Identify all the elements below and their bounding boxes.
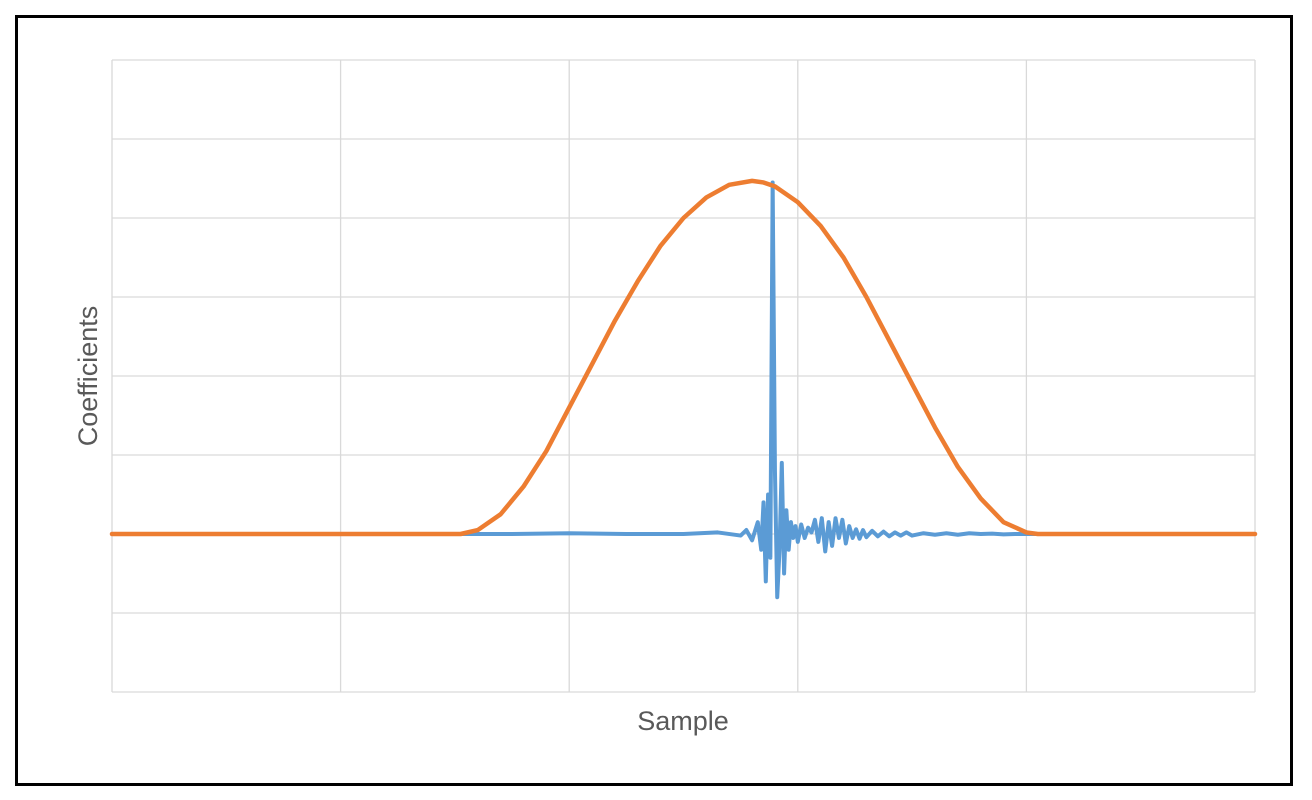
- gridlines: [111, 59, 1256, 693]
- chart-frame: [15, 15, 1293, 786]
- y-axis-title: Coefficients: [73, 306, 103, 447]
- series-lines: [109, 178, 1258, 600]
- series-line-2: [109, 178, 1258, 537]
- x-axis-title: Sample: [637, 706, 729, 736]
- series-line-1: [110, 180, 1257, 600]
